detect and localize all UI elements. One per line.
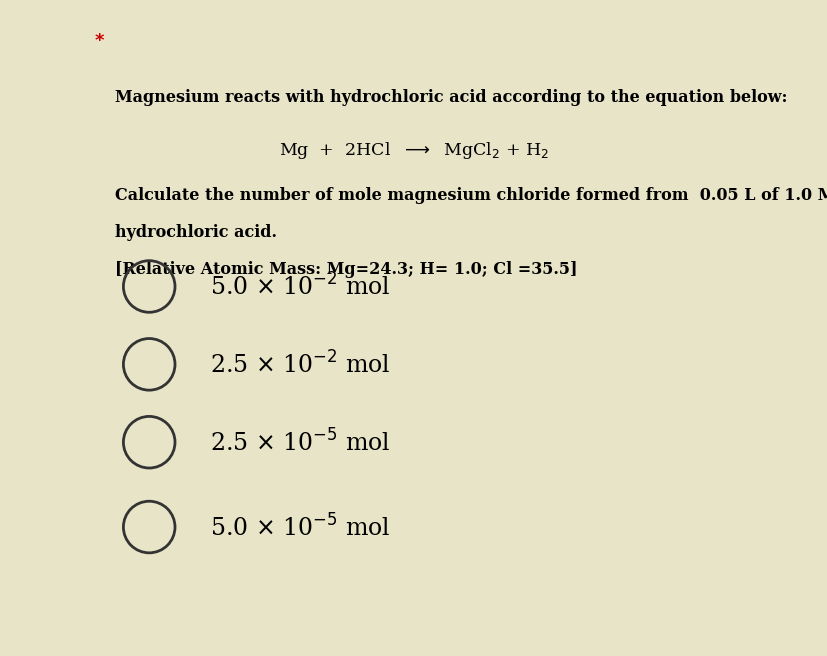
Text: 5.0 $\times$ 10$^{-5}$ mol: 5.0 $\times$ 10$^{-5}$ mol bbox=[210, 514, 390, 542]
Text: Mg  +  2HCl  $\longrightarrow$  MgCl$_2$ + H$_2$: Mg + 2HCl $\longrightarrow$ MgCl$_2$ + H… bbox=[279, 140, 548, 161]
Text: *: * bbox=[95, 32, 104, 50]
Text: [Relative Atomic Mass: Mg=24.3; H= 1.0; Cl =35.5]: [Relative Atomic Mass: Mg=24.3; H= 1.0; … bbox=[115, 260, 577, 277]
Text: hydrochloric acid.: hydrochloric acid. bbox=[115, 224, 277, 241]
Text: 2.5 $\times$ 10$^{-2}$ mol: 2.5 $\times$ 10$^{-2}$ mol bbox=[210, 352, 390, 379]
Text: 2.5 $\times$ 10$^{-5}$ mol: 2.5 $\times$ 10$^{-5}$ mol bbox=[210, 430, 390, 457]
Text: Calculate the number of mole magnesium chloride formed from  0.05 L of 1.0 M: Calculate the number of mole magnesium c… bbox=[115, 187, 827, 204]
Text: Magnesium reacts with hydrochloric acid according to the equation below:: Magnesium reacts with hydrochloric acid … bbox=[115, 89, 786, 106]
Text: 5.0 $\times$ 10$^{-2}$ mol: 5.0 $\times$ 10$^{-2}$ mol bbox=[210, 274, 390, 301]
